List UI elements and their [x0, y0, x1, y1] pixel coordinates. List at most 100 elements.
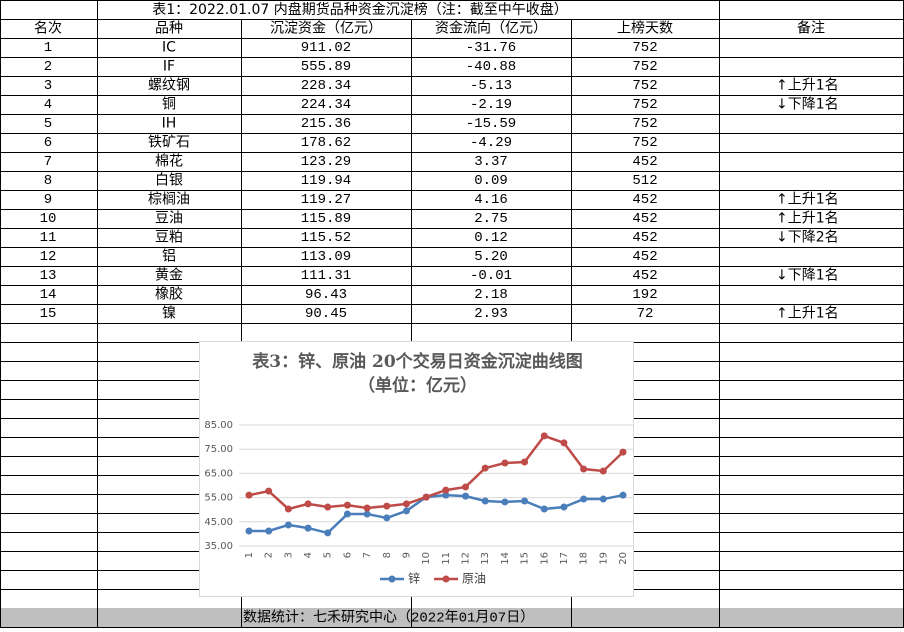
y-tick-label: 75.00	[204, 444, 233, 455]
x-tick-label: 16	[539, 552, 550, 565]
point	[560, 439, 568, 447]
cell: 铜	[162, 97, 176, 113]
cell: 111.31	[301, 268, 351, 284]
cell: 5	[44, 116, 52, 132]
cell: 13	[40, 268, 57, 284]
cell: 7	[44, 154, 52, 170]
cell: 铁矿石	[148, 135, 190, 151]
footer-bg	[0, 608, 904, 628]
legend-label: 锌	[408, 572, 420, 586]
cell: IC	[162, 40, 176, 56]
cell: IH	[162, 116, 177, 132]
cell: -40.88	[466, 59, 516, 75]
x-tick-label: 1	[244, 552, 255, 558]
cell: 0.12	[474, 230, 508, 246]
table-title: 表1：2022.01.07 内盘期货品种资金沉淀榜（注：截至中午收盘）	[152, 1, 568, 18]
point	[540, 432, 548, 440]
cell: -4.29	[470, 135, 512, 151]
point	[343, 501, 351, 509]
point	[383, 514, 391, 522]
cell: 2.18	[474, 287, 508, 303]
point	[501, 498, 509, 506]
point	[324, 529, 332, 537]
cell: 452	[632, 192, 657, 208]
cell: 黄金	[155, 267, 183, 284]
cell: 90.45	[305, 306, 347, 322]
point	[442, 491, 450, 499]
cell: 棕榈油	[148, 192, 190, 208]
cell: 3	[44, 78, 52, 94]
x-tick-label: 12	[461, 552, 472, 565]
point	[462, 483, 470, 491]
y-tick-label: 45.00	[204, 517, 233, 528]
point	[462, 492, 470, 500]
cell: 10	[40, 211, 57, 227]
point	[580, 465, 588, 473]
point	[521, 458, 529, 466]
point	[521, 497, 529, 505]
cell: 555.89	[301, 59, 351, 75]
point	[540, 505, 548, 513]
legend-label: 原油	[462, 572, 486, 586]
cell: ↑上升1名	[776, 211, 839, 227]
cell: 2	[44, 59, 52, 75]
cell: 752	[632, 135, 657, 151]
cell: -5.13	[470, 78, 512, 94]
point	[245, 527, 253, 535]
point	[619, 448, 627, 456]
cell: 752	[632, 97, 657, 113]
cell: -2.19	[470, 97, 512, 113]
point	[619, 491, 627, 499]
cell: 3.37	[474, 154, 508, 170]
cell: 752	[632, 40, 657, 56]
cell: 178.62	[301, 135, 351, 151]
cell: IF	[163, 59, 175, 75]
point	[363, 504, 371, 512]
cell: 228.34	[301, 78, 351, 94]
cell: 1	[44, 40, 52, 56]
y-tick-label: 35.00	[204, 541, 233, 552]
cell: 镍	[162, 306, 176, 322]
cell: 5.20	[474, 249, 508, 265]
point	[304, 524, 312, 532]
point	[481, 464, 489, 472]
x-tick-label: 18	[579, 552, 590, 565]
cell: 452	[632, 230, 657, 246]
cell: 9	[44, 192, 52, 208]
point	[481, 497, 489, 505]
cell: 113.09	[301, 249, 351, 265]
point	[265, 527, 273, 535]
x-tick-label: 2	[264, 552, 275, 558]
cell: 911.02	[301, 40, 351, 56]
cell: 752	[632, 78, 657, 94]
cell: 452	[632, 268, 657, 284]
x-tick-label: 3	[283, 552, 294, 558]
point	[402, 507, 410, 515]
header-cell: 沉淀资金（亿元）	[270, 21, 382, 37]
footer: 数据统计：七禾研究中心（2022年01月07日）	[243, 610, 534, 627]
cell: 0.09	[474, 173, 508, 189]
cell: 224.34	[301, 97, 351, 113]
cell: 115.52	[301, 230, 351, 246]
cell: 2.93	[474, 306, 508, 322]
cell: ↑上升1名	[776, 306, 839, 322]
point	[442, 486, 450, 494]
x-tick-label: 19	[598, 552, 609, 565]
cell: 512	[632, 173, 657, 189]
cell: -0.01	[470, 268, 512, 284]
cell: 铝	[162, 249, 176, 265]
point	[383, 502, 391, 510]
point	[343, 510, 351, 518]
point	[422, 493, 430, 501]
chart-title: 表3：锌、原油 20个交易日资金沉淀曲线图（单位：亿元）	[252, 352, 583, 396]
x-tick-label: 7	[362, 552, 373, 558]
cell: ↓下降2名	[776, 230, 839, 246]
cell: -31.76	[466, 40, 516, 56]
cell: 豆油	[155, 211, 183, 227]
chart: 35.00 45.00 55.00 65.00 75.00 85.00 1 2 3 4 5 6 7 8 9 1…	[199, 341, 634, 597]
x-tick-label: 5	[323, 552, 334, 558]
header-cell: 名次	[34, 21, 62, 37]
header-cell: 上榜天数	[617, 20, 673, 37]
cell: 螺纹钢	[148, 78, 190, 94]
